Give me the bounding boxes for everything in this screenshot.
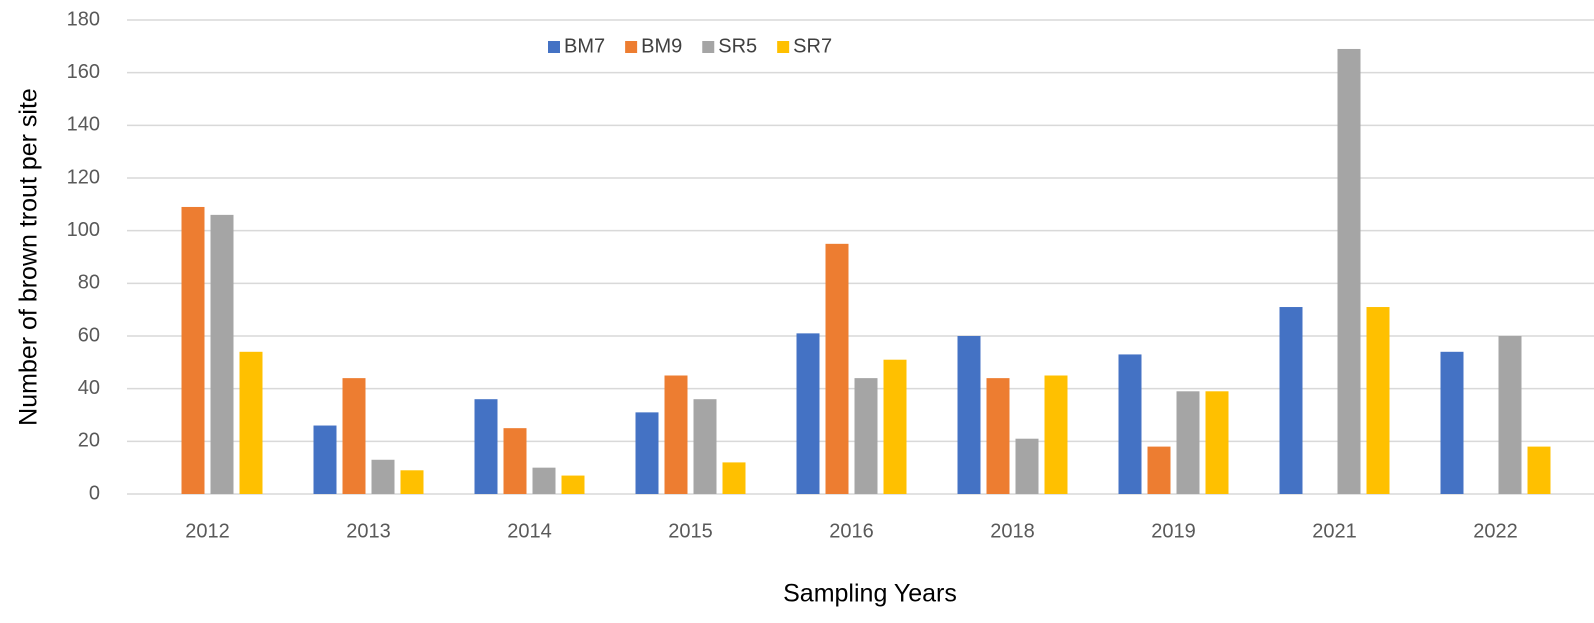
y-axis-title: Number of brown trout per site: [15, 88, 43, 426]
bar: [1015, 438, 1039, 494]
bar: [371, 459, 395, 494]
bar: [181, 206, 205, 494]
bar: [342, 378, 366, 494]
x-tick-label: 2022: [1473, 520, 1518, 542]
legend-label: SR7: [793, 35, 832, 57]
bar: [1440, 351, 1464, 494]
x-tick-label: 2016: [829, 520, 874, 542]
bar: [503, 428, 527, 494]
y-tick-label: 100: [67, 219, 100, 241]
legend-label: SR5: [718, 35, 757, 57]
bar: [957, 336, 981, 494]
x-tick-label: 2012: [185, 520, 230, 542]
bar: [1527, 446, 1551, 494]
legend-label: BM7: [564, 35, 605, 57]
legend-swatch: [777, 41, 790, 53]
bar: [532, 467, 556, 494]
x-tick-label: 2014: [507, 520, 552, 542]
bar: [1044, 375, 1068, 494]
bar: [722, 462, 746, 494]
x-axis-title: Sampling Years: [783, 580, 957, 608]
bar: [313, 425, 337, 494]
bar: [239, 351, 263, 494]
bar: [1498, 336, 1522, 494]
bar: [796, 333, 820, 494]
y-tick-label: 140: [67, 114, 100, 136]
bar: [1337, 48, 1361, 494]
y-tick-label: 180: [67, 8, 100, 30]
bar: [1176, 391, 1200, 494]
bar: [635, 412, 659, 494]
bar: [561, 475, 585, 494]
bar: [693, 399, 717, 494]
y-tick-label: 20: [78, 430, 100, 452]
bar: [400, 470, 424, 494]
legend-swatch: [702, 41, 715, 53]
x-tick-label: 2021: [1312, 520, 1357, 542]
bar: [1118, 354, 1142, 494]
bar: [986, 378, 1010, 494]
bar: [1205, 391, 1229, 494]
bar: [1147, 446, 1171, 494]
y-tick-label: 80: [78, 272, 100, 294]
legend-swatch: [548, 41, 560, 53]
y-tick-label: 60: [78, 324, 100, 346]
bar: [883, 359, 907, 494]
y-tick-label: 0: [89, 482, 100, 504]
bar: [210, 214, 234, 494]
bar: [664, 375, 688, 494]
x-tick-label: 2018: [990, 520, 1035, 542]
x-tick-label: 2019: [1151, 520, 1196, 542]
y-tick-label: 40: [78, 377, 100, 399]
bar: [474, 399, 498, 494]
legend-swatch: [625, 41, 638, 53]
x-tick-label: 2015: [668, 520, 713, 542]
y-tick-label: 120: [67, 166, 100, 188]
x-tick-label: 2013: [346, 520, 391, 542]
y-tick-label: 160: [67, 61, 100, 83]
bar: [1366, 307, 1390, 494]
legend-label: BM9: [641, 35, 682, 57]
bar: [854, 378, 878, 494]
bar: [825, 243, 849, 494]
bar: [1279, 307, 1303, 494]
